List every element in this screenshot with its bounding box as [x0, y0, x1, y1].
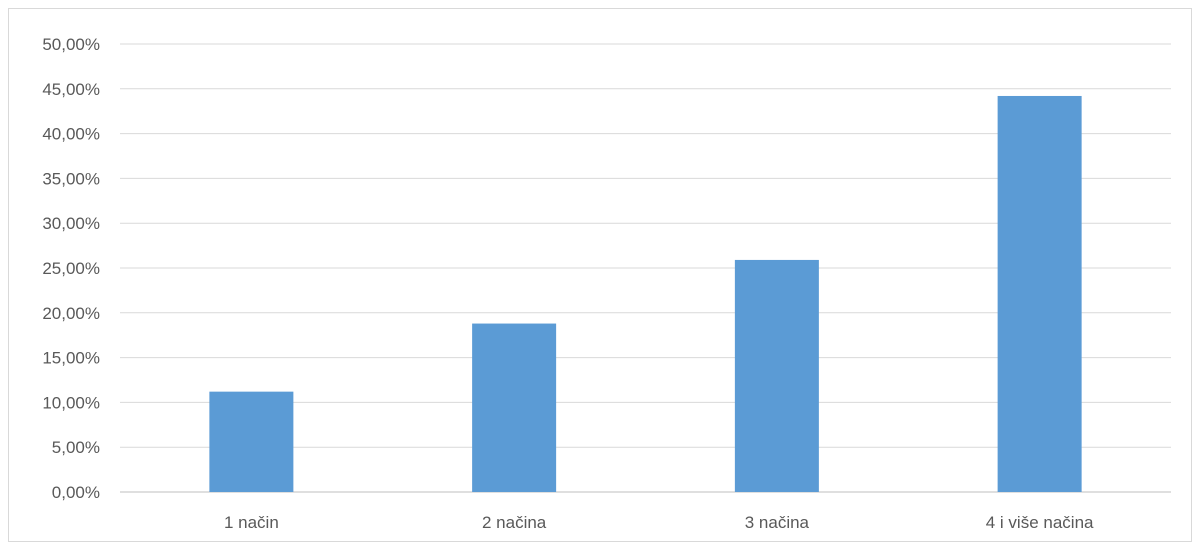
x-tick-label: 3 načina	[745, 513, 810, 532]
bar	[209, 391, 294, 492]
y-axis-tick-labels: 0,00% 5,00% 10,00% 15,00% 20,00% 25,00% 30,00%…	[42, 35, 100, 502]
bar	[997, 95, 1082, 492]
y-tick-label: 45,00%	[42, 80, 100, 99]
bars	[209, 95, 1082, 492]
y-tick-label: 15,00%	[42, 349, 100, 368]
y-tick-label: 25,00%	[42, 259, 100, 278]
y-tick-label: 40,00%	[42, 125, 100, 144]
y-tick-label: 20,00%	[42, 304, 100, 323]
y-tick-label: 10,00%	[42, 393, 100, 412]
x-tick-label: 4 i više načina	[986, 513, 1094, 532]
y-tick-label: 30,00%	[42, 214, 100, 233]
bar	[472, 323, 557, 492]
chart-frame	[8, 8, 1192, 542]
x-tick-label: 2 načina	[482, 513, 547, 532]
x-axis-tick-labels: 1 način 2 načina 3 načina 4 i više načina	[224, 513, 1094, 532]
y-tick-label: 5,00%	[52, 438, 100, 457]
bar	[734, 259, 819, 492]
y-tick-label: 35,00%	[42, 169, 100, 188]
y-tick-label: 0,00%	[52, 483, 100, 502]
gridlines	[120, 43, 1171, 493]
x-tick-label: 1 način	[224, 513, 279, 532]
y-tick-label: 50,00%	[42, 35, 100, 54]
